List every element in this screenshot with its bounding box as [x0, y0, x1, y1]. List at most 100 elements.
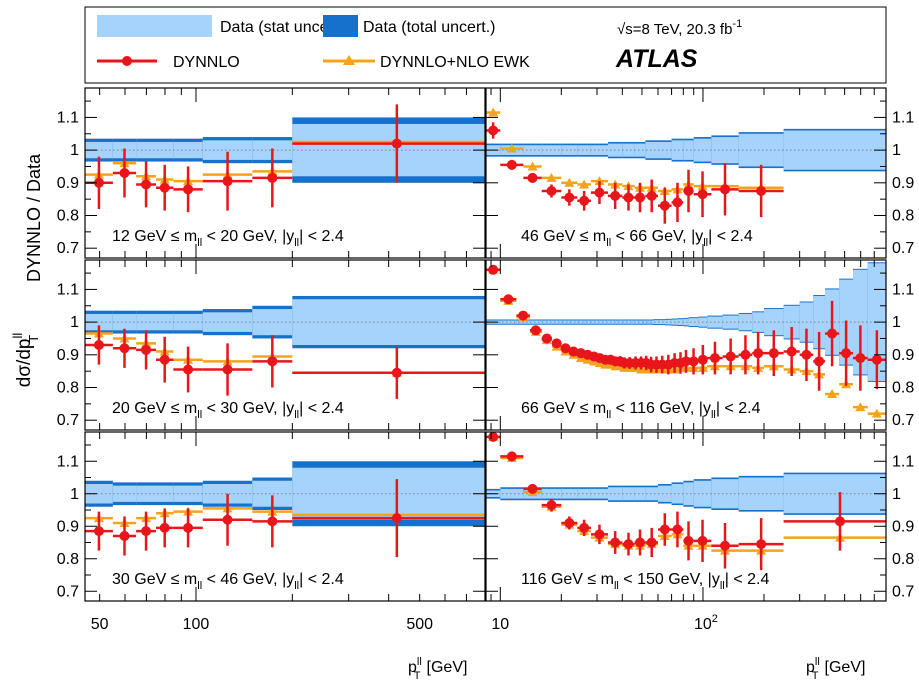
panel-frame	[485, 431, 887, 602]
stat-uncert-band	[561, 145, 578, 156]
dynnlo-marker	[768, 348, 779, 359]
stat-uncert-band	[202, 312, 253, 332]
stat-uncert-band	[738, 133, 784, 167]
panel-m66-116: 0.70.80.911.166 GeV ≤ mll < 116 GeV, |yl…	[485, 259, 914, 431]
stat-uncert-band	[561, 320, 570, 324]
dynnlo-marker	[646, 190, 657, 201]
dynnlo-marker	[488, 264, 499, 275]
dynnlo-marker	[541, 333, 552, 344]
y-tick-label: 0.8	[57, 208, 79, 225]
dynnlo-marker	[518, 310, 529, 321]
y-tick-label: 0.8	[892, 380, 914, 397]
panel-label-label: 30 GeV ≤ m	[112, 571, 197, 588]
legend: Data (stat uncert.) Data (total uncert.)…	[84, 6, 887, 84]
stat-uncert-band	[638, 320, 644, 324]
y-tick-label: 1	[70, 486, 79, 503]
panel-label-label-tail: < 150 GeV, |y	[619, 571, 720, 588]
dynnlo-marker	[119, 343, 130, 354]
dynnlo-marker	[141, 526, 152, 537]
dynnlo-marker	[672, 524, 683, 535]
dynnlo-marker	[871, 354, 882, 365]
stat-uncert-band	[112, 313, 137, 331]
y-tick-label: 1	[892, 486, 901, 503]
dynnlo-marker	[623, 539, 634, 550]
dynnlo-marker	[756, 185, 767, 196]
stat-uncert-band	[577, 320, 585, 324]
dynnlo-marker	[93, 526, 104, 537]
ewk-marker	[594, 176, 605, 186]
dynnlo-marker	[697, 535, 708, 546]
dynnlo-marker	[530, 325, 541, 336]
x-label-left-unit: [GeV]	[427, 659, 468, 676]
stat-uncert-band	[577, 145, 591, 156]
stat-uncert-band	[584, 320, 591, 324]
y-label-sup: ll	[10, 333, 25, 339]
atlas-label: ATLAS	[615, 45, 698, 73]
y-label-main: dσ/dp	[14, 339, 35, 388]
dynnlo-marker	[222, 514, 233, 525]
x-label-right-sub: T	[812, 670, 819, 682]
panel-label: 30 GeV ≤ mll < 46 GeV, |yll| < 2.4	[112, 571, 344, 592]
stat-uncert-band	[783, 305, 800, 339]
y-label-sub: T	[26, 335, 41, 343]
panel-frame	[84, 87, 486, 259]
dynnlo-marker	[222, 364, 233, 375]
panel-label-label-sub: ll	[197, 237, 202, 249]
panel-label-label: 12 GeV ≤ m	[112, 228, 197, 245]
y-tick-label: 0.7	[57, 240, 79, 257]
stat-uncert-band	[632, 320, 639, 324]
dynnlo-marker	[159, 182, 170, 193]
dynnlo-marker	[267, 356, 278, 367]
dynnlo-marker	[720, 184, 731, 195]
ewk-marker	[855, 402, 866, 412]
legend-stat-label: Data (stat uncert.)	[220, 19, 348, 36]
dynnlo-marker	[672, 197, 683, 208]
dynnlo-marker	[222, 176, 233, 187]
dynnlo-marker	[801, 349, 812, 360]
dynnlo-marker	[659, 200, 670, 211]
x-tick-label-100: 100	[183, 616, 210, 633]
panel-content	[85, 295, 485, 399]
stat-uncert-band	[622, 143, 635, 157]
stat-uncert-band	[292, 467, 485, 520]
panel-label-label-tail-sub: ll	[294, 580, 299, 592]
stat-uncert-band	[688, 318, 699, 327]
stat-uncert-band	[173, 485, 203, 502]
panel-label: 20 GeV ≤ mll < 30 GeV, |yll| < 2.4	[112, 400, 344, 421]
panel-label-label-tail: < 30 GeV, |y	[202, 400, 294, 417]
x-tick-label-10-2-exp: 2	[712, 613, 718, 625]
dynnlo-marker	[93, 340, 104, 350]
stat-uncert-band	[85, 484, 113, 504]
panel-label-label-tail-sub: ll	[294, 409, 299, 421]
y-tick-label: 1	[892, 314, 901, 331]
x-tick-label-10: 10	[491, 616, 509, 633]
ewk-marker	[579, 179, 590, 189]
panel-frame	[485, 259, 887, 431]
dynnlo-marker	[527, 172, 538, 183]
dynnlo-marker	[855, 353, 866, 364]
dynnlo-marker	[579, 522, 590, 533]
panel-content	[486, 262, 886, 418]
dynnlo-marker	[841, 348, 852, 359]
panel-label-label-sub: ll	[197, 409, 202, 421]
stat-uncert-band	[626, 320, 633, 324]
panel-m20-30: 0.70.80.911.120 GeV ≤ mll < 30 GeV, |yll…	[57, 259, 486, 431]
dynnlo-marker	[834, 516, 845, 527]
panel-label-label-end: | < 2.4	[299, 228, 344, 245]
y-tick-label: 0.7	[57, 583, 79, 600]
y-tick-label: 0.9	[892, 175, 914, 192]
panel-label-label: 46 GeV ≤ m	[521, 228, 606, 245]
panel-label-label-tail: < 66 GeV, |y	[611, 228, 703, 245]
stat-uncert-band	[617, 320, 623, 324]
panel-label-label-sub: ll	[606, 237, 611, 249]
stat-uncert-band	[653, 320, 660, 325]
stat-uncert-band	[597, 320, 603, 324]
panel-content	[85, 461, 485, 558]
dynnlo-marker	[503, 294, 514, 305]
energy-label: √s=8 TeV, 20.3 fb-1	[617, 18, 742, 38]
dynnlo-marker	[814, 356, 825, 367]
dynnlo-marker	[623, 192, 634, 203]
panel-label-label: 66 GeV ≤ m	[521, 400, 606, 417]
legend-dynnlo-marker	[122, 56, 132, 66]
panel-m12-20: 0.70.80.911.112 GeV ≤ mll < 20 GeV, |yll…	[57, 87, 486, 259]
